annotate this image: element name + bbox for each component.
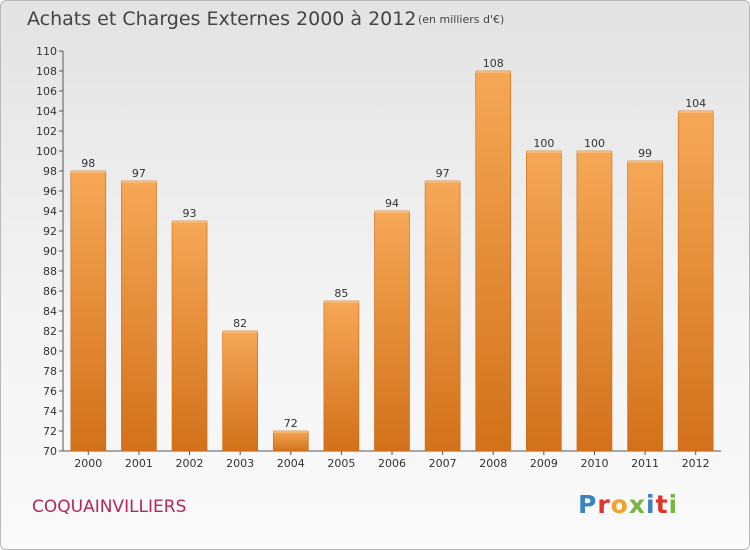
x-tick-label: 2005 (327, 457, 355, 470)
x-tick-label: 2006 (378, 457, 406, 470)
logo-letter: x (628, 490, 646, 519)
y-tick-label: 74 (43, 405, 57, 418)
bar-top-highlight (526, 151, 562, 153)
data-label: 99 (638, 147, 652, 160)
bar-top-highlight (374, 211, 410, 213)
y-tick-label: 88 (43, 265, 57, 278)
data-label: 108 (483, 57, 504, 70)
bar-2001 (121, 180, 157, 452)
bar-2002 (171, 220, 208, 452)
bar-top-highlight (70, 171, 106, 173)
bar-2007 (424, 180, 461, 452)
logo-letter: i (646, 490, 656, 519)
y-tick-label: 72 (43, 425, 57, 438)
data-label: 97 (436, 167, 450, 180)
bar-2009 (526, 150, 562, 452)
x-tick-label: 2007 (429, 457, 457, 470)
bar-2000 (70, 170, 107, 452)
y-tick-label: 70 (43, 445, 57, 458)
data-label: 100 (584, 137, 605, 150)
x-tick-label: 2004 (277, 457, 305, 470)
chart-title: Achats et Charges Externes 2000 à 2012 (27, 8, 417, 30)
data-label: 98 (81, 157, 95, 170)
x-tick-label: 2009 (530, 457, 558, 470)
x-tick-label: 2011 (631, 457, 659, 470)
y-tick-label: 78 (43, 365, 57, 378)
y-tick-label: 108 (36, 65, 57, 78)
y-tick-label: 110 (36, 45, 57, 58)
x-tick-label: 2002 (176, 457, 204, 470)
logo-letter: r (597, 490, 611, 519)
bar-2012 (677, 110, 714, 452)
data-label: 94 (385, 197, 399, 210)
data-label: 93 (183, 207, 197, 220)
y-tick-label: 100 (36, 145, 57, 158)
bar-top-highlight (121, 181, 157, 183)
logo-letter: t (655, 490, 669, 519)
logo-letter: P (578, 490, 598, 519)
chart-bars (70, 70, 714, 452)
logo-letter: o (610, 490, 629, 519)
bar-top-highlight (222, 331, 258, 333)
bar-2010 (576, 150, 613, 452)
y-tick-label: 82 (43, 325, 57, 338)
x-tick-label: 2010 (580, 457, 608, 470)
y-tick-label: 94 (43, 205, 57, 218)
y-tick-label: 80 (43, 345, 57, 358)
y-tick-label: 102 (36, 125, 57, 138)
x-tick-label: 2001 (125, 457, 153, 470)
logo-letter: i (668, 490, 679, 519)
data-label: 104 (685, 97, 706, 110)
data-label: 100 (533, 137, 554, 150)
data-label: 85 (334, 287, 348, 300)
commune-name: COQUAINVILLIERS (32, 497, 187, 517)
y-tick-label: 104 (36, 105, 57, 118)
bar-top-highlight (273, 431, 309, 433)
y-tick-label: 90 (43, 245, 57, 258)
x-tick-label: 2000 (74, 457, 102, 470)
x-tick-label: 2003 (226, 457, 254, 470)
bar-top-highlight (323, 301, 359, 303)
data-label: 82 (233, 317, 247, 330)
data-label: 72 (284, 417, 298, 430)
x-tick-label: 2012 (682, 457, 710, 470)
bar-top-highlight (576, 151, 612, 153)
y-tick-label: 106 (36, 85, 57, 98)
x-tick-label: 2008 (479, 457, 507, 470)
y-tick-label: 86 (43, 285, 57, 298)
bar-2011 (627, 160, 663, 452)
bar-top-highlight (172, 221, 208, 223)
y-tick-label: 96 (43, 185, 57, 198)
bar-top-highlight (475, 71, 511, 73)
chart-data-labels: 98 97 93 82 72 85 94 97 108 100 100 99 104 (81, 57, 706, 430)
bar-top-highlight (627, 161, 663, 163)
y-tick-label: 92 (43, 225, 57, 238)
chart-subtitle: (en milliers d'€) (418, 13, 505, 26)
y-tick-label: 98 (43, 165, 57, 178)
y-tick-label: 76 (43, 385, 57, 398)
bar-2003 (222, 330, 258, 452)
bar-2008 (475, 70, 512, 452)
proxiti-logo[interactable]: Proxiti (578, 490, 678, 519)
bar-top-highlight (678, 111, 714, 113)
y-tick-label: 84 (43, 305, 57, 318)
bar-2004 (272, 430, 309, 452)
bar-top-highlight (425, 181, 461, 183)
bar-2006 (374, 210, 410, 452)
bar-2005 (323, 300, 360, 452)
data-label: 97 (132, 167, 146, 180)
